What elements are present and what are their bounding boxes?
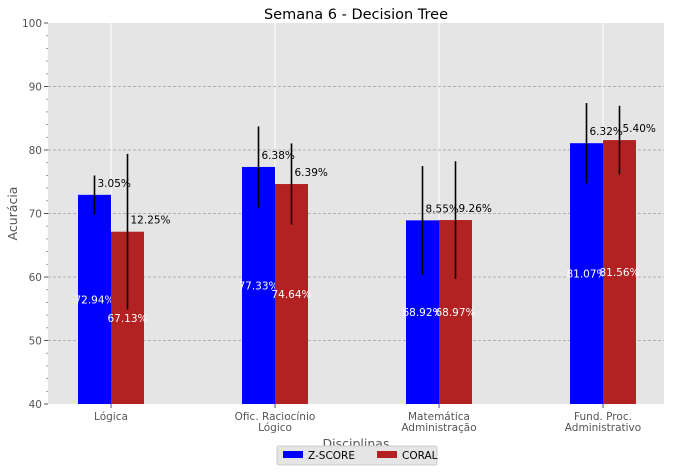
x-tick-label-line: Lógica (94, 411, 128, 423)
legend-box (276, 445, 438, 466)
legend: Z-SCORE CORAL (276, 445, 438, 466)
x-tick-label-line: Administração (401, 422, 476, 434)
error-label: 6.32% (590, 126, 623, 138)
error-label: 6.39% (295, 167, 328, 179)
bar-value-label: 67.13% (107, 313, 147, 325)
bar-value-label: 77.33% (238, 280, 278, 292)
y-tick-label: 90 (29, 82, 42, 94)
x-tick-label-line: Fund. Proc. (574, 411, 632, 423)
bar-value-label: 72.94% (74, 294, 114, 306)
y-tick-label: 50 (29, 336, 42, 348)
bar-value-label: 68.92% (402, 307, 442, 319)
axis-layer: 40 50 60 70 80 90 100 Lógica Ofic. Raciocínio Lóg… (22, 18, 641, 434)
error-label: 6.38% (262, 150, 295, 162)
bar-z-score (78, 194, 111, 404)
bar-value-label: 74.64% (271, 289, 311, 301)
legend-label: CORAL (402, 450, 438, 462)
y-tick-label: 60 (29, 272, 42, 284)
bar-value-label: 81.07% (566, 269, 606, 281)
y-tick-label: 70 (29, 209, 42, 221)
x-tick-label-line: Ofic. Raciocínio (235, 411, 316, 423)
bar-value-label: 81.56% (599, 267, 639, 279)
y-tick-label: 100 (22, 18, 42, 30)
x-tick-label-line: Matemática (408, 411, 470, 423)
y-axis-label: Acurácia (5, 187, 20, 241)
y-tick-label: 40 (29, 399, 42, 411)
bar-layer: 72.94% 3.05% 77.33% 6.38% 68.92% 8.55% 81.07% 6… (74, 103, 656, 404)
error-label: 9.26% (459, 203, 492, 215)
chart-title: Semana 6 - Decision Tree (264, 7, 448, 23)
legend-swatch (283, 451, 303, 458)
x-tick-label: Lógica (94, 411, 128, 423)
legend-swatch (377, 451, 397, 458)
bar-value-label: 68.97% (435, 307, 475, 319)
bar-z-score (570, 143, 603, 404)
x-tick-label-line: Administrativo (565, 422, 641, 434)
error-label: 12.25% (131, 215, 171, 227)
legend-label: Z-SCORE (308, 450, 355, 462)
x-tick-label: Ofic. Raciocínio Lógico (235, 411, 316, 434)
error-label: 5.40% (623, 123, 656, 135)
x-tick-label: Fund. Proc. Administrativo (565, 411, 641, 434)
x-tick-label-line: Lógico (258, 422, 292, 434)
x-tick-label: Matemática Administração (401, 411, 476, 434)
error-label: 3.05% (98, 178, 131, 190)
error-label: 8.55% (426, 203, 459, 215)
y-tick-label: 80 (29, 145, 42, 157)
bar-coral (603, 140, 636, 404)
